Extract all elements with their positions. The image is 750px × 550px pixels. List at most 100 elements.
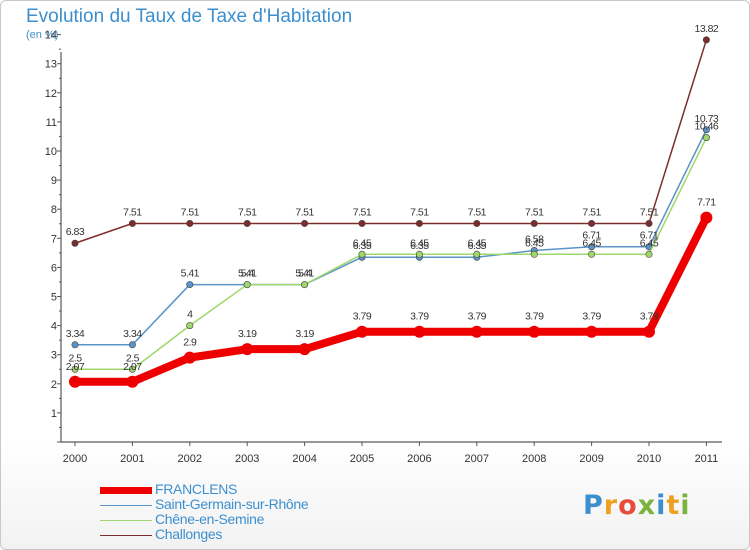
data-label: 3.79 [353,311,372,323]
legend-swatch-challonges [100,535,152,536]
data-label: 2.5 [126,352,140,364]
data-label: 3.34 [66,328,85,340]
series-line [75,215,710,386]
data-point [126,375,139,388]
data-label: 7.51 [410,206,429,218]
logo-letter: P [583,490,604,521]
data-point [71,341,79,349]
logo-letter: x [637,490,657,521]
x-tick-label: 2000 [63,453,87,465]
data-label: 5.41 [295,268,314,280]
x-tick-label: 2003 [235,453,259,465]
y-tick-label: 1 [51,408,57,420]
data-point [530,219,538,227]
data-point [298,343,311,356]
x-tick-label: 2007 [465,453,489,465]
data-point [702,134,710,142]
x-tick-label: 2004 [292,453,316,465]
data-point [301,281,309,289]
data-label: 5.4 [298,268,312,280]
legend-swatch-franclens [100,487,152,494]
data-label: 7.51 [295,206,314,218]
data-point [71,239,79,247]
data-label: 6.58 [525,234,544,246]
x-tick-label: 2002 [178,453,202,465]
data-point [183,351,196,364]
logo-letter: i [656,490,667,521]
logo-letter: o [618,490,638,521]
data-point [128,341,136,349]
data-point [128,365,136,373]
data-label: 5.41 [181,268,200,280]
data-point [645,219,653,227]
data-label: 3.79 [410,311,429,323]
data-point [71,365,79,373]
series-line [74,39,708,244]
logo-letter: i [680,490,691,521]
data-point [358,250,366,258]
x-tick-label: 2006 [407,453,431,465]
series-line [75,129,708,346]
x-tick-label: 2001 [120,453,144,465]
data-label: 6.35 [410,240,429,252]
chart-title: Evolution du Taux de Taxe d'Habitation [26,6,353,27]
data-label: 3.19 [295,328,314,340]
y-tick-label: 8 [51,204,57,216]
data-point [588,250,596,258]
y-tick-label: 4 [51,321,57,333]
data-point [702,36,710,44]
data-point [588,219,596,227]
legend-swatch-chene-en-semine [100,520,152,521]
x-tick-label: 2008 [522,453,546,465]
data-point [643,325,655,338]
data-point [186,219,194,227]
data-label: 5.4 [241,268,255,280]
data-label: 2.07 [66,361,85,373]
data-label: 2.07 [123,361,142,373]
data-label: 6.71 [582,230,601,242]
data-label: 7.51 [238,206,257,218]
data-label: 6.83 [66,226,85,238]
data-label: 6.35 [468,240,487,252]
y-tick-label: 6 [51,262,57,274]
data-label: 7.71 [697,197,716,209]
data-label: 4 [187,309,193,321]
data-label: 13.82 [695,23,719,35]
data-point [473,219,481,227]
data-label: 2.5 [68,352,82,364]
data-point [128,219,136,227]
data-label: 7.51 [640,206,659,218]
data-label: 6.35 [353,240,372,252]
data-point [69,375,81,388]
data-point [186,281,194,289]
legend-label-challonges: Challonges [155,526,223,542]
data-label: 3.79 [525,311,544,323]
data-label: 3.79 [582,311,601,323]
series-line [75,137,708,370]
legend-label-saint-germain: Saint-Germain-sur-Rhône [155,496,309,512]
y-tick-label: 11 [46,117,57,129]
y-tick-label: 13 [45,59,57,71]
x-tick-label: 2010 [637,453,661,465]
data-point [528,325,541,338]
data-label: 6.45 [353,237,372,249]
data-label: 7.51 [525,206,544,218]
data-label: 7.51 [468,206,487,218]
data-label: 3.19 [238,328,257,340]
data-label: 5.41 [238,268,257,280]
proxiti-logo: Proxiti [583,490,691,521]
data-point [473,250,481,258]
data-point [356,325,368,338]
data-label: 3.79 [640,311,659,323]
y-tick-label: 2 [51,379,57,391]
y-tick-label: 14 [45,30,57,42]
data-point [243,219,251,227]
data-point [588,243,596,251]
data-label: 7.51 [181,206,200,218]
legend-label-chene-en-semine: Chêne-en-Semine [155,511,265,527]
data-label: 6.45 [582,237,601,249]
data-point [702,126,710,134]
legend-label-franclens: FRANCLENS [155,481,238,497]
data-point [241,343,254,356]
